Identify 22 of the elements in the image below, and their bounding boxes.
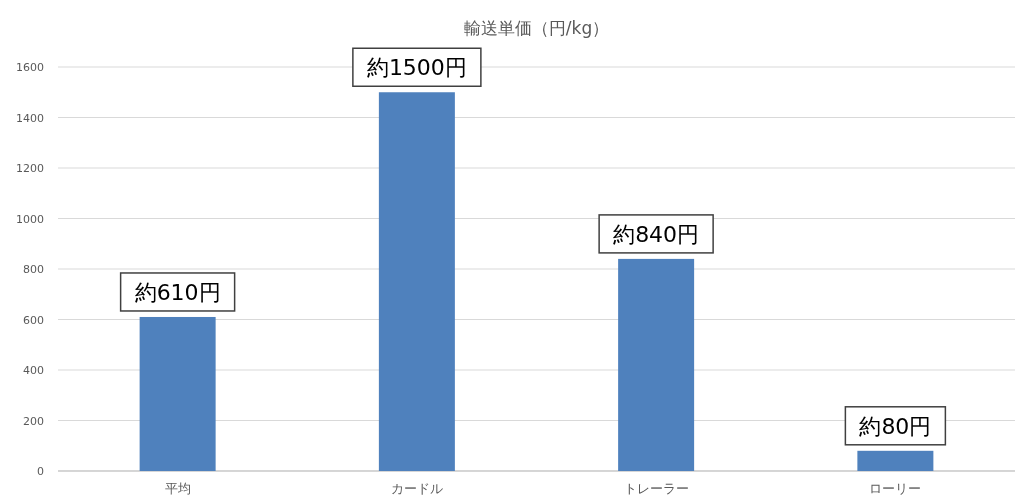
y-tick-label: 0 [37, 465, 44, 478]
x-tick-label: ローリー [869, 481, 922, 496]
chart-title: 輸送単価（円/kg） [463, 18, 610, 38]
data-label: 約840円 [613, 221, 700, 247]
x-tick-label: 平均 [164, 481, 191, 496]
y-tick-label: 800 [23, 263, 44, 276]
y-tick-label: 1000 [16, 212, 44, 226]
x-tick-label: トレーラー [623, 481, 689, 496]
data-label: 約80円 [859, 413, 932, 439]
y-tick-label: 600 [23, 313, 44, 327]
data-label: 約1500円 [366, 55, 467, 81]
y-tick-label: 1200 [16, 162, 44, 175]
bar [618, 258, 695, 471]
bar [378, 92, 455, 471]
y-tick-label: 400 [23, 364, 44, 377]
x-tick-label: カードル [390, 481, 443, 496]
bar [857, 450, 934, 471]
bar [139, 316, 216, 471]
y-tick-label: 200 [23, 414, 44, 428]
data-label: 約610円 [134, 279, 221, 305]
y-tick-label: 1600 [16, 61, 44, 74]
y-tick-label: 1400 [16, 111, 44, 125]
